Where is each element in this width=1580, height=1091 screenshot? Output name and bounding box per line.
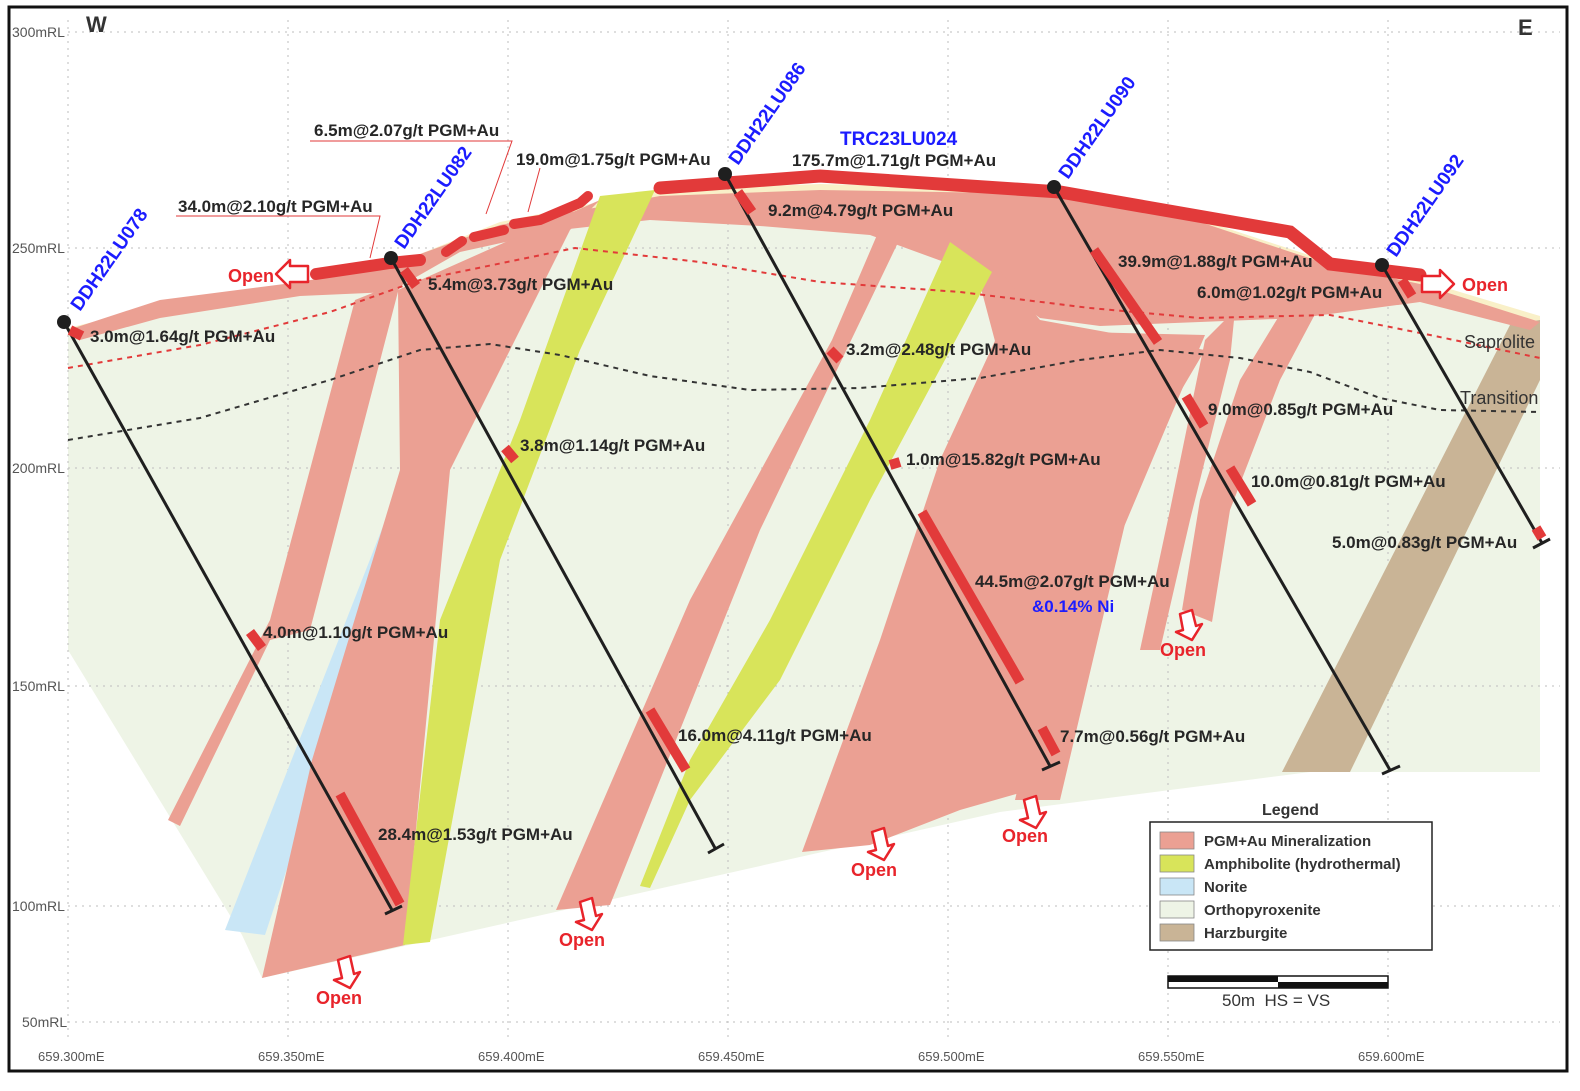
amphibolite-band-west <box>403 190 655 945</box>
intercept-label-12: 3.8m@1.14g/t PGM+Au <box>520 436 705 455</box>
open-labels: Open Open Open Open Open Open Open <box>228 266 1508 1008</box>
intercept-label-18: 16.0m@4.11g/t PGM+Au <box>678 726 872 745</box>
transition-label: Transition <box>1460 388 1538 408</box>
intercept-label-10: 3.2m@2.48g/t PGM+Au <box>846 340 1031 359</box>
intercept-label-3: 175.7m@1.71g/t PGM+Au <box>792 151 996 170</box>
elevation-label-50: 50mRL <box>22 1014 67 1030</box>
legend-label-5: Harzburgite <box>1204 925 1287 942</box>
intercept-annotations: 6.5m@2.07g/t PGM+Au 19.0m@1.75g/t PGM+Au… <box>90 121 1517 844</box>
elevation-label-250: 250mRL <box>12 240 65 256</box>
nickel-note: &0.14% Ni <box>1032 597 1114 616</box>
drill-holes <box>62 173 1544 911</box>
legend-label-3: Norite <box>1204 879 1247 896</box>
saprolite-boundary <box>67 246 1541 369</box>
compass-west: W <box>86 12 107 37</box>
leader-lines <box>176 140 541 259</box>
legend-label-2: Amphibolite (hydrothermal) <box>1204 856 1401 873</box>
intercept-label-13: 1.0m@15.82g/t PGM+Au <box>906 450 1101 469</box>
easting-label-2: 659.350mE <box>258 1049 325 1064</box>
scale-bar-label: 50m HS = VS <box>1222 991 1330 1010</box>
amphibolite-band-east <box>640 242 992 888</box>
intercept-label-11: 9.0m@0.85g/t PGM+Au <box>1208 400 1393 419</box>
legend-label-1: PGM+Au Mineralization <box>1204 833 1371 850</box>
saprolite-label: Saprolite <box>1464 332 1535 352</box>
open-label-2: Open <box>1462 275 1508 295</box>
intercept-label-19: 7.7m@0.56g/t PGM+Au <box>1060 727 1245 746</box>
intercept-label-14: 10.0m@0.81g/t PGM+Au <box>1251 472 1446 491</box>
elevation-label-100: 100mRL <box>12 898 65 914</box>
intercept-label-9: 3.0m@1.64g/t PGM+Au <box>90 327 275 346</box>
elevation-label-200: 200mRL <box>12 460 65 476</box>
elevation-label-150: 150mRL <box>12 678 65 694</box>
open-label-6: Open <box>559 930 605 950</box>
intercept-label-20: 28.4m@1.53g/t PGM+Au <box>378 825 573 844</box>
intercept-label-1: 6.5m@2.07g/t PGM+Au <box>314 121 499 140</box>
intercept-label-8: 6.0m@1.02g/t PGM+Au <box>1197 283 1382 302</box>
easting-axis: 659.300mE 659.350mE 659.400mE 659.450mE … <box>38 1049 1425 1064</box>
intercept-label-15: 5.0m@0.83g/t PGM+Au <box>1332 533 1517 552</box>
scale-bar: 50m HS = VS <box>1167 975 1389 1010</box>
legend-label-4: Orthopyroxenite <box>1204 902 1321 919</box>
open-arrows <box>274 258 1456 990</box>
intercept-label-5: 9.2m@4.79g/t PGM+Au <box>768 201 953 220</box>
intercept-label-17: 4.0m@1.10g/t PGM+Au <box>263 623 448 642</box>
intercept-label-2: 19.0m@1.75g/t PGM+Au <box>516 150 711 169</box>
easting-label-3: 659.400mE <box>478 1049 545 1064</box>
downhole-intercepts <box>67 189 1547 907</box>
legend-swatch-2 <box>1159 854 1195 873</box>
elevation-axis: 300mRL 250mRL 200mRL 150mRL 100mRL 50mRL <box>12 24 67 1030</box>
surface-intercepts <box>310 169 1427 282</box>
harzburgite-band <box>1282 320 1540 772</box>
legend-swatch-3 <box>1159 877 1195 896</box>
scale-bar-seg-1 <box>1168 976 1278 982</box>
legend-swatch-5 <box>1159 923 1195 942</box>
intercept-label-16: 44.5m@2.07g/t PGM+Au <box>975 572 1170 591</box>
compass-east: E <box>1518 15 1533 40</box>
open-label-7: Open <box>316 988 362 1008</box>
legend-box <box>1149 821 1433 951</box>
hole-label-trc23lu024: TRC23LU024 <box>840 129 958 150</box>
open-label-1: Open <box>228 266 274 286</box>
easting-label-6: 659.550mE <box>1138 1049 1205 1064</box>
intercept-label-4: 34.0m@2.10g/t PGM+Au <box>178 197 373 216</box>
legend-items: PGM+Au Mineralization Amphibolite (hydrot… <box>1159 831 1401 942</box>
elevation-label-300: 300mRL <box>12 24 65 40</box>
legend-title: Legend <box>1262 802 1319 819</box>
open-label-5: Open <box>851 860 897 880</box>
legend-swatch-1 <box>1159 831 1195 850</box>
easting-label-1: 659.300mE <box>38 1049 105 1064</box>
easting-label-4: 659.450mE <box>698 1049 765 1064</box>
collars <box>57 167 1389 329</box>
mineralization-zones <box>68 190 1540 978</box>
open-label-3: Open <box>1160 640 1206 660</box>
intercept-label-7: 39.9m@1.88g/t PGM+Au <box>1118 252 1313 271</box>
scale-bar-seg-2 <box>1278 982 1388 988</box>
hole-end-ticks <box>384 537 1551 916</box>
easting-label-5: 659.500mE <box>918 1049 985 1064</box>
legend-swatch-4 <box>1159 900 1195 919</box>
intercept-label-6: 5.4m@3.73g/t PGM+Au <box>428 275 613 294</box>
transition-boundary <box>67 342 1541 441</box>
easting-label-7: 659.600mE <box>1358 1049 1425 1064</box>
open-label-4: Open <box>1002 826 1048 846</box>
legend: Legend PGM+Au Mineralization Amphibolite … <box>1149 802 1433 951</box>
